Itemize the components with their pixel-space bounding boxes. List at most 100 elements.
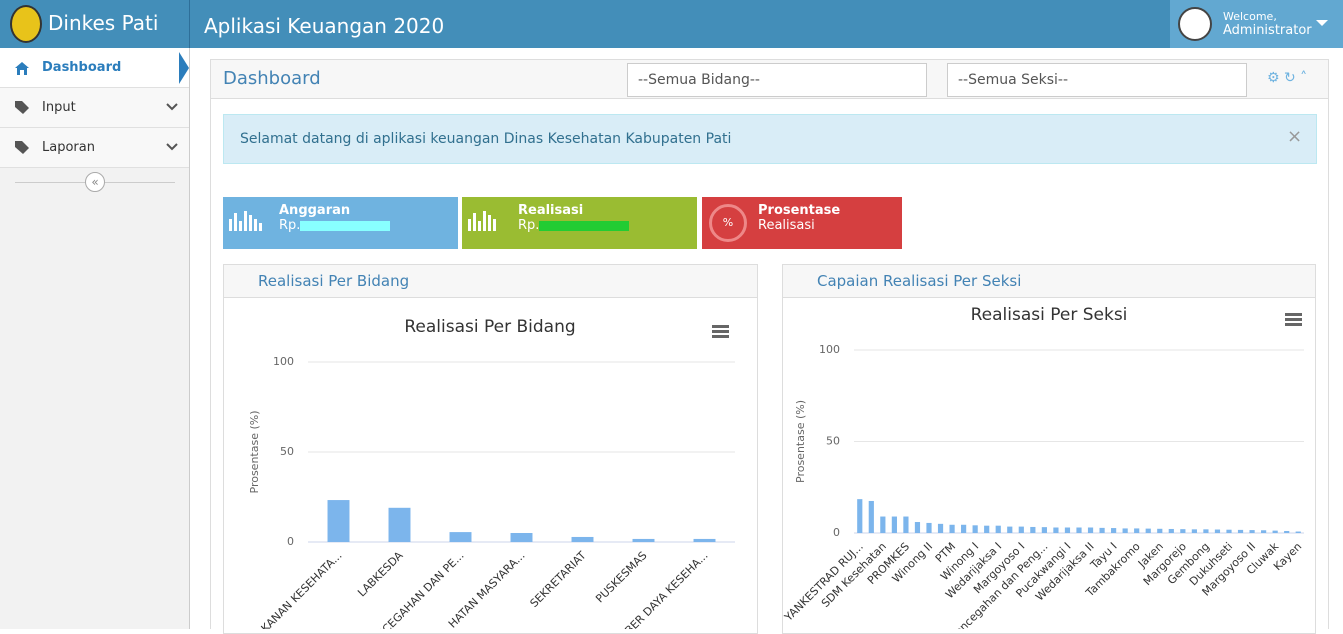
navbar: Dinkes Pati Aplikasi Keuangan 2020 Welco…	[0, 0, 1343, 48]
chart: Realisasi Per Bidang Prosentase (%) 0 50 100…	[248, 317, 735, 629]
x-tick-label: PUSKESMAS	[593, 549, 649, 605]
bar	[857, 499, 863, 533]
stat-icons	[229, 211, 496, 231]
brand[interactable]: Dinkes Pati	[48, 11, 159, 35]
y-axis-label: Prosentase (%)	[248, 410, 261, 493]
bar	[1295, 531, 1301, 533]
bar	[914, 522, 921, 533]
panel-tools[interactable]: ⚙ ↻ ˄	[1267, 70, 1308, 86]
bar	[1237, 529, 1244, 533]
menu-icon	[1285, 318, 1302, 321]
bar	[926, 522, 932, 533]
stat-value: Realisasi	[758, 218, 815, 233]
bar	[449, 532, 472, 542]
menu-icon	[1285, 323, 1302, 326]
panel-title: Realisasi Per Bidang	[224, 265, 757, 298]
bar	[510, 533, 533, 542]
nav-icons	[15, 62, 29, 154]
y-tick-label: 50	[280, 445, 294, 458]
bar	[1018, 526, 1024, 533]
bar	[1076, 527, 1082, 533]
y-tick-label: 100	[819, 343, 840, 356]
menu-icon	[1285, 313, 1302, 316]
nav-item[interactable]: Input	[0, 88, 189, 128]
menu-icon	[712, 330, 729, 333]
bar	[1122, 528, 1128, 533]
filter-select[interactable]: --Semua Seksi--	[947, 63, 1247, 97]
bar	[327, 500, 350, 542]
bar	[1203, 529, 1209, 533]
bar	[1180, 529, 1186, 533]
bar	[1226, 529, 1232, 533]
bar	[903, 516, 909, 533]
collapse-button[interactable]: «	[85, 172, 105, 192]
bar	[1053, 527, 1059, 533]
nav-item[interactable]: Dashboard	[0, 48, 189, 88]
bar	[1030, 526, 1036, 533]
bar	[937, 523, 944, 533]
avatar	[1178, 7, 1212, 41]
close-alert[interactable]: ×	[1287, 126, 1303, 147]
sidebar: Dashboard Input Laporan «	[0, 48, 190, 629]
nav-item[interactable]: Laporan	[0, 128, 189, 168]
active-marker	[179, 52, 189, 84]
x-tick-label: SEKRETARIAT	[528, 549, 589, 610]
y-axis-label: Prosentase (%)	[794, 400, 807, 483]
x-tick-label: KANAN KESEHATA...	[259, 549, 345, 629]
bar	[1111, 528, 1117, 533]
bar	[388, 507, 411, 542]
filter-select[interactable]: --Semua Bidang--	[627, 63, 927, 97]
bar	[1284, 530, 1290, 533]
bar	[995, 525, 1001, 533]
chart-title: Realisasi Per Seksi	[971, 305, 1128, 325]
bar	[1099, 527, 1105, 533]
user-name: Administrator	[1223, 23, 1312, 38]
y-tick-label: 0	[833, 526, 840, 539]
y-tick-label: 100	[273, 355, 294, 368]
stat-box: Prosentase Realisasi %	[702, 197, 902, 249]
bar	[949, 524, 955, 533]
user-menu[interactable]: Welcome, Administrator	[1170, 0, 1343, 48]
stat-badge: %	[709, 204, 747, 242]
menu-icon	[712, 335, 729, 338]
chart-title: Realisasi Per Bidang	[404, 317, 575, 337]
bar	[1157, 528, 1163, 533]
bar	[891, 516, 897, 533]
bar	[1087, 527, 1094, 533]
bar	[880, 516, 886, 533]
bar	[972, 525, 978, 533]
chevrons	[166, 103, 178, 151]
bar	[1272, 530, 1278, 533]
menu-icon	[712, 325, 729, 328]
panel-title: Capaian Realisasi Per Seksi	[783, 265, 1315, 298]
bar	[1214, 529, 1221, 533]
app-title: Aplikasi Keuangan 2020	[204, 14, 445, 38]
blurred	[300, 220, 391, 231]
page-title: Dashboard	[223, 68, 321, 89]
stat-value: Rp.	[279, 218, 301, 233]
bar	[1134, 528, 1140, 533]
stat-value: Rp.	[518, 218, 540, 233]
stat-box: Realisasi Rp.	[462, 197, 697, 249]
bar	[1249, 530, 1255, 533]
bar	[1007, 526, 1013, 533]
x-tick-label: LABKESDA	[355, 549, 406, 600]
bar	[868, 500, 874, 533]
chart-panel: Capaian Realisasi Per Seksi	[782, 264, 1316, 634]
bar	[1041, 527, 1047, 533]
y-tick-label: 0	[287, 535, 294, 548]
bar	[961, 524, 967, 533]
brand-area: Dinkes Pati	[0, 0, 190, 48]
bar	[571, 536, 594, 542]
bar	[1064, 527, 1071, 533]
blurred	[539, 220, 630, 231]
bar	[1261, 530, 1267, 533]
bar	[1145, 528, 1151, 533]
welcome: Welcome,	[1223, 10, 1277, 23]
stat-title: Realisasi	[518, 203, 584, 218]
bar	[1168, 528, 1174, 533]
logo	[10, 5, 42, 43]
stat-title: Anggaran	[279, 203, 351, 218]
